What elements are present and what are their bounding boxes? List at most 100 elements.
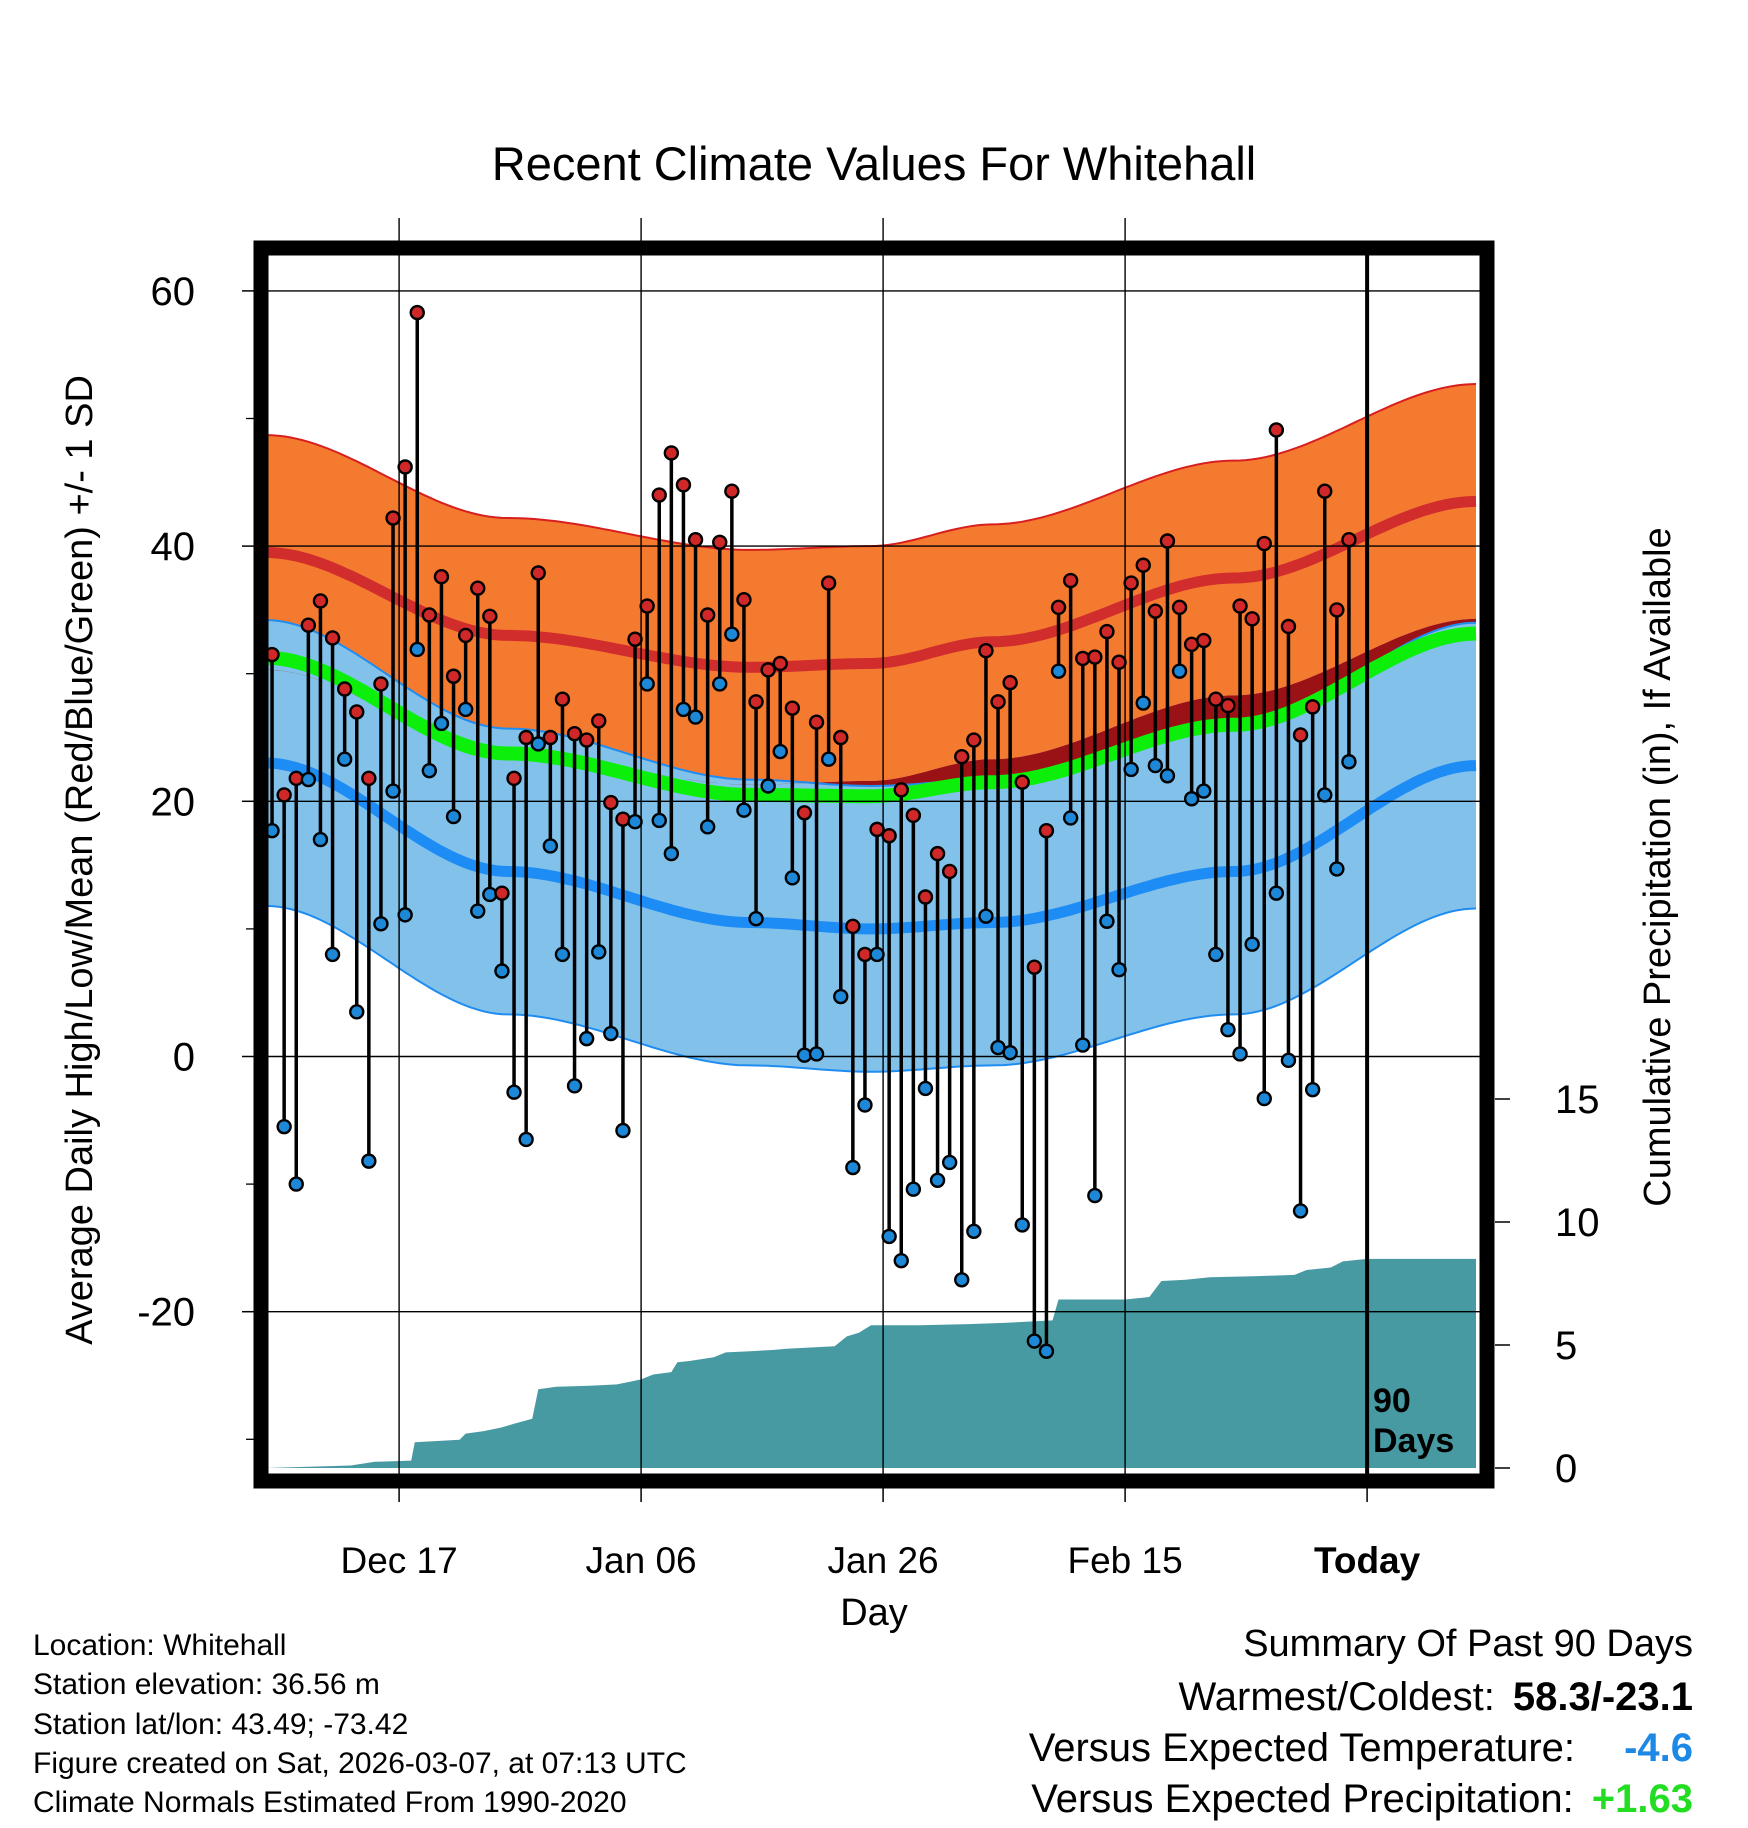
temp-versus-label: Versus Expected Temperature: <box>1028 1726 1575 1770</box>
daily-low-point <box>748 910 764 927</box>
daily-low-point <box>1135 695 1151 711</box>
daily-low-point <box>566 1078 583 1094</box>
daily-high-point <box>966 732 982 748</box>
axes-layer: -20 0 20 40 60 Dec 17 Jan 06 Jan 26 Feb 15 Today 0… <box>137 270 1599 1581</box>
daily-low-point <box>397 907 413 923</box>
daily-low-point <box>1183 791 1200 807</box>
daily-high-point <box>373 676 389 692</box>
daily-high-point <box>687 532 704 548</box>
daily-low-point <box>1317 787 1333 803</box>
daily-low-point <box>651 812 667 829</box>
daily-high-point <box>1159 533 1176 549</box>
daily-low-point <box>1208 946 1224 963</box>
daily-high-point <box>518 729 534 746</box>
daily-low-point <box>857 1097 873 1113</box>
daily-high-point <box>421 607 438 623</box>
daily-low-point <box>578 1030 595 1047</box>
daily-low-point <box>1147 757 1164 774</box>
daily-high-point <box>312 593 329 609</box>
daily-high-point <box>578 732 595 748</box>
daily-high-point <box>615 811 631 827</box>
daily-high-point <box>929 845 946 862</box>
daily-low-point <box>699 819 716 835</box>
precip-tick-label: 5 <box>1555 1324 1577 1368</box>
daily-low-point <box>470 903 486 919</box>
daily-low-point <box>820 751 837 767</box>
daily-low-point <box>639 676 655 692</box>
summary-panel: Summary Of Past 90 Days Warmest/Coldest:… <box>1029 1618 1693 1825</box>
daily-high-point <box>833 729 849 746</box>
precip-tick-label: 10 <box>1555 1201 1600 1245</box>
x-tick-label: Feb 15 <box>1067 1540 1182 1581</box>
warmest-coldest-label: Warmest/Coldest: <box>1178 1675 1495 1719</box>
daily-high-point <box>941 863 958 880</box>
daily-high-point <box>820 575 837 591</box>
daily-high-point <box>1171 599 1188 616</box>
daily-low-point <box>724 626 740 642</box>
daily-low-point <box>1280 1052 1297 1069</box>
precip-versus-value: +1.63 <box>1591 1777 1693 1821</box>
daily-high-point <box>881 828 897 844</box>
daily-high-point <box>869 821 885 838</box>
precip-versus-row: Versus Expected Precipitation: +1.63 <box>1029 1774 1693 1825</box>
daily-low-point <box>324 946 341 963</box>
daily-low-point <box>905 1181 922 1197</box>
daily-low-point <box>542 838 559 854</box>
daily-low-point <box>1026 1333 1043 1349</box>
high-sd-band <box>266 384 1476 785</box>
y-axis-label-left: Average Daily High/Low/Mean (Red/Blue/Gr… <box>59 375 101 1345</box>
daily-low-point <box>1171 663 1188 679</box>
daily-low-point <box>772 743 788 760</box>
chart-title: Recent Climate Values For Whitehall <box>492 137 1256 190</box>
daily-high-point <box>1050 599 1067 616</box>
daily-low-point <box>1123 761 1139 778</box>
x-tick-label: Today <box>1314 1540 1421 1581</box>
daily-high-point <box>1256 535 1272 552</box>
precip-versus-label: Versus Expected Precipitation: <box>1031 1777 1574 1821</box>
daily-high-point <box>796 805 813 821</box>
daily-high-point <box>276 787 292 803</box>
daily-low-point <box>627 814 643 830</box>
daily-high-point <box>905 807 922 824</box>
daily-low-point <box>760 778 776 794</box>
daily-low-point <box>1002 1044 1018 1061</box>
daily-low-point <box>1232 1046 1248 1062</box>
daily-high-point <box>361 770 377 787</box>
daily-high-point <box>542 729 559 746</box>
daily-low-point <box>445 808 462 825</box>
daily-high-point <box>1026 959 1043 975</box>
daily-low-point <box>276 1118 292 1135</box>
daily-high-point <box>651 487 667 503</box>
grid-layer <box>261 218 1487 1481</box>
daily-low-point <box>373 916 389 932</box>
daily-low-point <box>1099 913 1115 929</box>
daily-high-point <box>675 477 692 493</box>
daily-low-point <box>554 946 571 963</box>
daily-high-point <box>349 704 365 720</box>
daily-low-point <box>675 701 692 718</box>
created-text: Figure created on Sat, 2026-03-07, at 07… <box>33 1746 687 1780</box>
daily-high-point <box>1341 532 1357 548</box>
daily-high-point <box>506 770 522 787</box>
daily-high-point <box>954 748 970 765</box>
daily-high-point <box>1317 483 1333 499</box>
daily-high-point <box>978 643 994 659</box>
daily-high-point <box>470 580 486 596</box>
x-axis-label: Day <box>840 1592 908 1634</box>
low-band-lower-edge <box>266 904 1477 1073</box>
daily-low-point <box>1087 1187 1103 1204</box>
daily-low-point <box>1159 768 1176 784</box>
precip-tick-label: 15 <box>1555 1078 1600 1122</box>
daily-low-point <box>833 988 849 1005</box>
daily-low-point <box>1329 861 1345 877</box>
elevation-text: Station elevation: 36.56 m <box>33 1668 380 1702</box>
y-tick-label: 60 <box>151 270 196 314</box>
warmest-coldest-value: 58.3/-23.1 <box>1512 1675 1693 1719</box>
daily-high-point <box>1244 611 1260 627</box>
precip-tick-label: 0 <box>1555 1447 1577 1491</box>
daily-low-point <box>845 1159 861 1176</box>
daily-high-point <box>603 794 619 811</box>
daily-low-point <box>1111 962 1127 978</box>
daily-high-point <box>845 918 861 935</box>
